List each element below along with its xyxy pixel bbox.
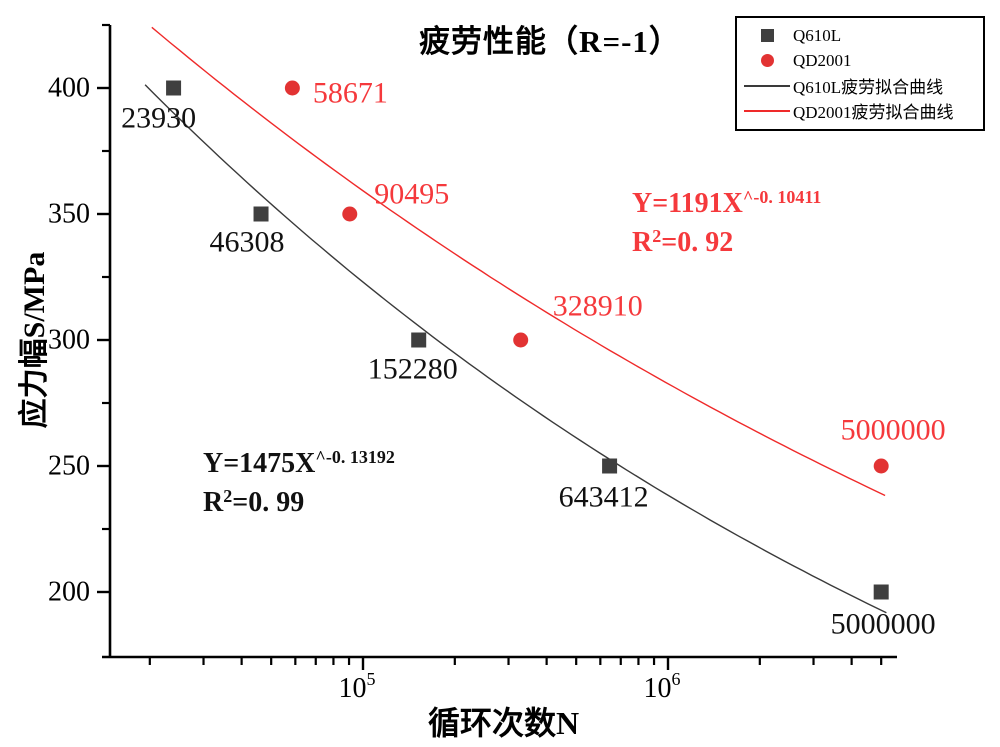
legend-label: QD2001疲劳拟合曲线 xyxy=(793,103,954,122)
QD2001-point-label: 58671 xyxy=(313,77,388,110)
equation-qd2001-line1: Y=1191X^-0. 10411 xyxy=(632,187,822,219)
equation-qd2001: Y=1191X^-0. 10411 R2=0. 92 xyxy=(632,184,821,262)
legend-marker-cell xyxy=(741,84,793,87)
legend-marker-cell xyxy=(741,54,793,67)
chart-title: 疲劳性能（R=-1） xyxy=(419,24,681,59)
equation-q610l-r2: R2=0. 99 xyxy=(203,486,305,519)
fit-curve-QD2001疲劳拟合曲线 xyxy=(151,26,886,497)
x-axis-tick-label: 106 xyxy=(644,669,681,704)
fit-curve-Q610L疲劳拟合曲线 xyxy=(144,84,887,614)
legend-marker-cell xyxy=(741,29,793,42)
QD2001-point-marker xyxy=(873,458,889,474)
legend-marker-cell xyxy=(741,109,793,112)
legend-item: QD2001疲劳拟合曲线 xyxy=(737,98,983,123)
legend-line-icon xyxy=(744,109,790,112)
equation-qd2001-exponent: ^-0. 10411 xyxy=(742,187,822,207)
equation-qd2001-r2: R2=0. 92 xyxy=(632,226,734,259)
legend-circle-icon xyxy=(760,54,774,67)
legend-label: QD2001 xyxy=(793,50,852,70)
y-axis-tick-label: 250 xyxy=(48,451,90,482)
legend: Q610L QD2001 Q610L疲劳拟合曲线 QD2001疲劳拟合曲线 xyxy=(735,16,985,131)
y-axis-tick-label: 400 xyxy=(48,73,90,104)
QD2001-point-label: 5000000 xyxy=(841,414,946,447)
QD2001-point-marker xyxy=(342,206,358,222)
Q610L-point-marker xyxy=(253,206,269,222)
y-axis-title: 应力幅S/MPa xyxy=(18,251,51,429)
Q610L-point-label: 5000000 xyxy=(831,608,936,641)
Q610L-point-label: 152280 xyxy=(368,353,458,386)
legend-item: QD2001 xyxy=(737,48,983,73)
legend-item: Q610L xyxy=(737,23,983,48)
equation-q610l-exponent: ^-0. 13192 xyxy=(315,447,395,467)
x-axis-tick-label: 105 xyxy=(339,669,376,704)
legend-square-icon xyxy=(760,29,774,42)
equation-q610l: Y=1475X^-0. 13192 R2=0. 99 xyxy=(203,444,395,522)
equation-q610l-line1: Y=1475X^-0. 13192 xyxy=(203,447,395,479)
QD2001-point-marker xyxy=(284,80,300,96)
Q610L-point-label: 46308 xyxy=(210,226,285,259)
x-axis-title: 循环次数N xyxy=(427,705,580,741)
QD2001-point-marker xyxy=(513,332,529,348)
Q610L-point-marker xyxy=(873,584,889,600)
QD2001-point-label: 90495 xyxy=(374,178,449,211)
legend-item: Q610L疲劳拟合曲线 xyxy=(737,73,983,98)
Q610L-point-label: 643412 xyxy=(559,481,649,514)
y-axis-tick-label: 200 xyxy=(48,577,90,608)
y-axis-tick-label: 350 xyxy=(48,199,90,230)
legend-label: Q610L疲劳拟合曲线 xyxy=(793,78,944,97)
y-axis-tick-label: 300 xyxy=(48,325,90,356)
Q610L-point-label: 23930 xyxy=(121,102,196,135)
Q610L-point-marker xyxy=(166,80,182,96)
QD2001-point-label: 328910 xyxy=(553,290,643,323)
legend-line-icon xyxy=(744,84,790,87)
Q610L-point-marker xyxy=(602,458,618,474)
legend-label: Q610L xyxy=(793,25,842,45)
Q610L-point-marker xyxy=(411,332,427,348)
